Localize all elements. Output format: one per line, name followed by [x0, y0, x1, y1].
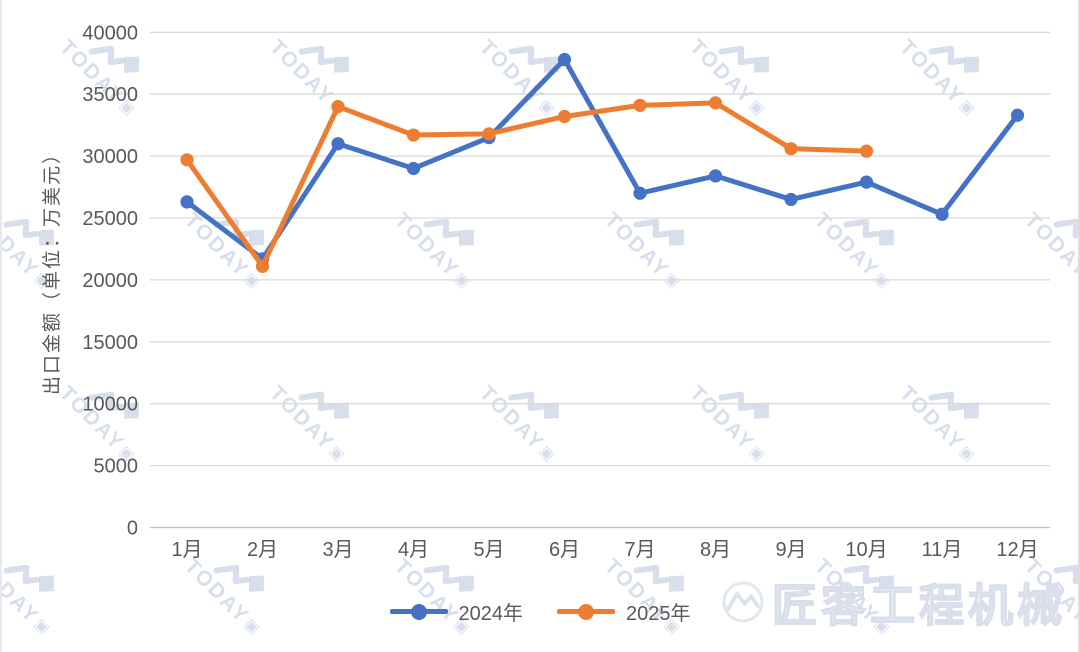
series-line-0 — [184, 57, 1020, 262]
brand-watermark-text: 匠客工程机械 — [771, 579, 1066, 632]
data-point-series-0 — [180, 195, 194, 209]
y-tick-label: 0 — [127, 518, 138, 540]
data-point-series-1 — [708, 96, 723, 110]
x-tick-label: 2月 — [247, 539, 278, 561]
data-point-series-0 — [784, 192, 798, 207]
x-tick-label: 7月 — [624, 539, 655, 561]
data-point-series-0 — [557, 52, 572, 67]
y-tick-label: 10000 — [82, 394, 138, 416]
legend-label: 2024年 — [458, 603, 524, 625]
chart-legend: 2024年 2025年 — [2, 597, 1078, 626]
legend-line-marker — [557, 603, 615, 620]
legend-dot-marker — [410, 603, 427, 620]
y-tick-label: 15000 — [82, 332, 138, 354]
data-point-series-1 — [331, 99, 345, 114]
series-line-1 — [184, 100, 869, 269]
y-tick-label: 30000 — [82, 146, 138, 168]
x-tick-label: 6月 — [549, 539, 580, 561]
y-tick-label: 40000 — [82, 22, 138, 44]
x-tick-label: 9月 — [775, 539, 806, 561]
legend-item-1: 2025年 — [557, 597, 691, 626]
brand-watermark: 匠客工程机械 — [720, 569, 1066, 634]
y-tick-label: 5000 — [94, 456, 139, 478]
data-point-series-0 — [633, 186, 647, 200]
legend-item-0: 2024年 — [389, 597, 524, 626]
legend-line-marker — [389, 603, 448, 620]
data-point-series-1 — [859, 144, 874, 158]
data-point-series-0 — [708, 169, 723, 183]
data-point-series-1 — [482, 127, 496, 141]
x-tick-label: 8月 — [700, 539, 731, 561]
x-tick-label: 11月 — [922, 539, 963, 561]
data-point-series-0 — [1010, 108, 1025, 122]
y-tick-label: 35000 — [82, 84, 138, 106]
data-point-series-1 — [784, 142, 798, 156]
data-point-series-1 — [180, 153, 194, 167]
y-tick-label: 25000 — [82, 208, 138, 230]
legend-dot-marker — [578, 603, 594, 620]
data-point-series-0 — [331, 137, 345, 151]
data-point-series-0 — [935, 207, 949, 221]
data-point-series-0 — [406, 161, 421, 176]
brand-logo-icon — [722, 581, 764, 622]
x-tick-label: 3月 — [322, 539, 353, 561]
x-tick-label: 4月 — [398, 539, 429, 561]
x-tick-label: 5月 — [473, 539, 504, 561]
y-axis-title: 出口金额（单位：万美元） — [42, 142, 63, 395]
legend-label: 2025年 — [626, 603, 691, 625]
data-point-series-0 — [859, 175, 874, 189]
y-tick-label: 20000 — [82, 270, 138, 292]
x-tick-label: 1月 — [171, 539, 202, 561]
data-point-series-1 — [557, 109, 572, 124]
data-point-series-1 — [633, 98, 647, 112]
x-tick-label: 12月 — [996, 539, 1038, 561]
data-point-series-1 — [255, 259, 270, 273]
data-point-series-1 — [406, 128, 421, 142]
x-tick-label: 10月 — [845, 539, 887, 561]
